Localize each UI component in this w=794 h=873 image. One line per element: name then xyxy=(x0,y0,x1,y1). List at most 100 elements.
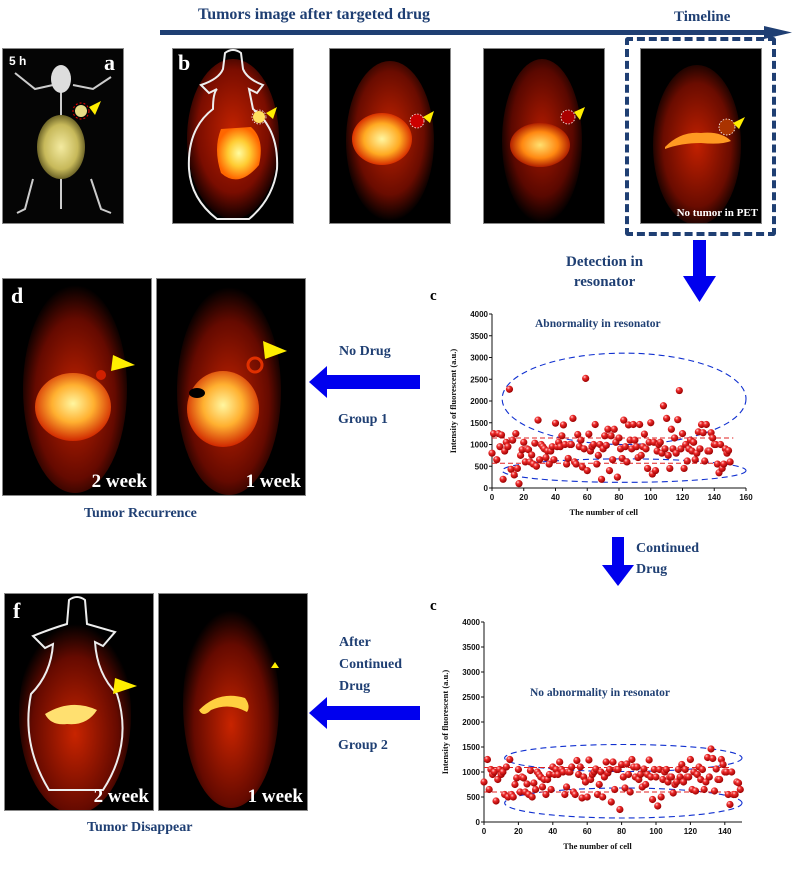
y-tick-label: 500 xyxy=(475,462,489,471)
data-point xyxy=(702,420,710,429)
data-point xyxy=(677,445,685,453)
data-point xyxy=(530,779,538,787)
data-point xyxy=(569,414,577,422)
data-point xyxy=(631,436,639,444)
data-point xyxy=(632,443,641,451)
pet-image-panel-b: b xyxy=(172,48,294,224)
data-point xyxy=(488,449,496,457)
data-point xyxy=(594,451,602,459)
data-point xyxy=(722,768,731,776)
data-point xyxy=(664,451,672,459)
y-axis-label: Intensity of fluorescent (a.u.) xyxy=(440,670,450,775)
detection-line-1: Detection in xyxy=(566,254,644,270)
data-point xyxy=(716,775,724,784)
region-ellipse xyxy=(501,352,747,446)
data-point xyxy=(526,766,535,775)
data-point xyxy=(605,467,614,475)
data-point xyxy=(538,783,547,791)
tumor-recurrence-caption: Tumor Recurrence xyxy=(84,506,197,521)
data-point xyxy=(642,445,650,453)
data-point xyxy=(602,441,610,449)
x-tick-label: 160 xyxy=(739,493,753,502)
data-point xyxy=(591,420,599,429)
data-point xyxy=(680,464,688,473)
data-point xyxy=(691,456,699,464)
data-point xyxy=(656,438,664,446)
pet-image-panel-f-2week: f 2 week xyxy=(4,593,154,811)
y-tick-label: 3000 xyxy=(470,354,488,363)
data-point xyxy=(626,788,634,796)
data-point xyxy=(507,465,515,473)
scatter-chart-abnormality: c 0 500 1000 1500 2000 2500 3000 3500 4000 0 20 40 6… xyxy=(430,288,794,528)
data-point xyxy=(647,419,655,427)
x-tick-label: 120 xyxy=(676,493,690,502)
data-point xyxy=(654,802,662,810)
data-point xyxy=(699,429,707,437)
detection-line-2: resonator xyxy=(573,274,636,290)
data-point xyxy=(604,425,612,433)
data-point xyxy=(675,386,683,395)
data-point xyxy=(524,446,533,454)
y-tick-label: 1000 xyxy=(470,441,488,450)
data-point xyxy=(515,480,523,488)
panel-d-right-label: 1 week xyxy=(245,471,301,492)
x-tick-label: 60 xyxy=(583,827,592,836)
y-tick-label: 2500 xyxy=(462,693,480,702)
timeline-label: Timeline xyxy=(674,9,731,25)
continued-drug-label: Continued Drug xyxy=(636,538,699,580)
data-point xyxy=(629,420,637,429)
x-axis-label: The number of cell xyxy=(563,841,632,851)
data-point xyxy=(547,785,555,794)
data-point xyxy=(713,460,722,468)
data-point xyxy=(674,416,682,424)
pet-image-panel-f-1week: 1 week xyxy=(158,593,308,811)
data-point xyxy=(709,754,717,763)
data-point xyxy=(558,432,566,440)
data-point xyxy=(512,430,520,438)
data-point xyxy=(691,787,700,795)
data-point xyxy=(736,785,744,794)
data-point xyxy=(593,460,601,468)
data-point xyxy=(645,756,653,764)
data-point xyxy=(534,416,542,424)
data-point xyxy=(545,460,553,468)
after-line-2: Continued xyxy=(339,657,403,672)
data-point xyxy=(590,440,598,449)
data-point xyxy=(504,443,512,451)
data-point xyxy=(720,460,728,468)
data-point xyxy=(672,449,680,457)
data-point xyxy=(686,755,694,764)
x-tick-label: 0 xyxy=(482,827,487,836)
data-point xyxy=(536,456,544,464)
data-point xyxy=(696,445,704,453)
data-point xyxy=(670,434,679,442)
data-point xyxy=(532,462,541,470)
data-point xyxy=(516,451,525,459)
y-tick-label: 4000 xyxy=(462,618,480,627)
chart-annotation: No abnormality in resonator xyxy=(530,687,670,699)
data-point xyxy=(545,770,553,779)
data-point xyxy=(683,457,691,465)
data-point xyxy=(609,456,617,464)
after-line-1: After xyxy=(339,635,371,650)
panel-f-right-label: 1 week xyxy=(247,786,303,807)
data-point xyxy=(726,458,734,466)
data-point xyxy=(700,785,708,794)
data-point xyxy=(640,765,648,773)
data-point xyxy=(493,456,501,464)
data-point xyxy=(615,434,623,442)
data-point xyxy=(542,453,550,462)
data-point xyxy=(531,439,539,447)
timeline-arrow xyxy=(160,26,792,39)
data-point xyxy=(532,785,540,794)
data-point xyxy=(599,793,607,801)
y-tick-label: 0 xyxy=(484,484,489,493)
ct-image-panel-a: 5 h a xyxy=(2,48,124,224)
group1-label: Group 1 xyxy=(338,412,388,427)
data-point xyxy=(595,780,603,789)
data-point xyxy=(667,773,676,781)
data-point xyxy=(573,756,581,765)
data-point xyxy=(483,755,492,764)
data-point xyxy=(734,779,743,787)
after-continued-label: After Continued Drug xyxy=(339,632,402,698)
